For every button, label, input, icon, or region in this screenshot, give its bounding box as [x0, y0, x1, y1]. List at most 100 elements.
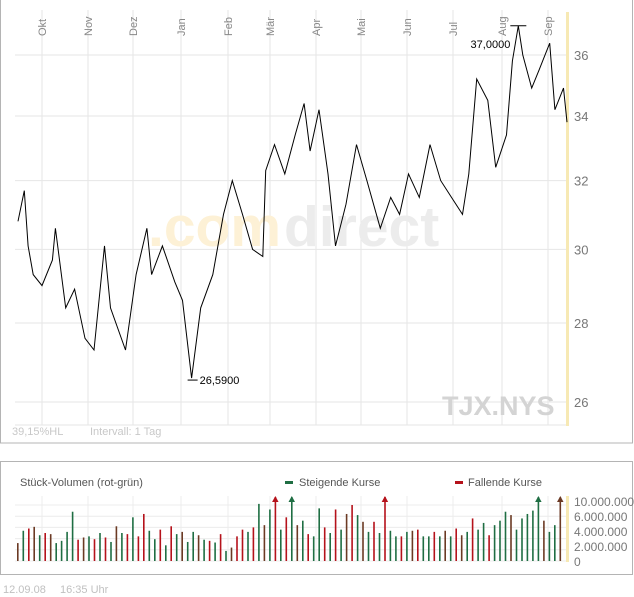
y-tick-label: 30 — [574, 242, 588, 257]
volume-bar — [219, 534, 222, 561]
volume-y-tick-label: 2.000.000 — [574, 540, 628, 554]
volume-bar — [466, 531, 468, 561]
volume-bar — [214, 542, 216, 561]
volume-bar — [60, 540, 63, 561]
volume-bar — [384, 497, 386, 561]
volume-bar — [55, 543, 57, 561]
volume-bar — [154, 539, 156, 561]
volume-bar — [225, 550, 227, 561]
volume-bar — [22, 530, 25, 561]
volume-bar — [406, 531, 408, 561]
x-tick-label-5: Mär — [265, 17, 277, 36]
annotations: 37,0000 26,5900 — [187, 25, 527, 387]
volume-bar — [115, 526, 118, 561]
watermark: .com direct — [148, 195, 439, 259]
volume-bar — [44, 533, 46, 561]
volume-bar — [515, 529, 518, 561]
volume-bar — [488, 535, 490, 561]
volume-bar — [126, 534, 129, 561]
volume-bar — [159, 529, 162, 561]
volume-bar — [307, 534, 309, 561]
legend-up-label: Steigende Kurse — [299, 477, 380, 489]
overflow-arrow-icon — [288, 496, 295, 502]
volume-bar — [38, 535, 41, 561]
volume-bar — [197, 535, 200, 561]
volume-bar — [285, 517, 288, 561]
high-label: 37,0000 — [471, 39, 511, 51]
volume-current-marker — [566, 496, 569, 562]
volume-bar — [181, 531, 183, 561]
x-tick-label-2: Dez — [128, 16, 140, 36]
volume-bar — [559, 497, 562, 561]
volume-bar — [148, 530, 151, 561]
y-tick-label: 28 — [574, 316, 588, 331]
volume-bar — [471, 518, 474, 561]
volume-bar — [241, 529, 244, 561]
volume-bar — [482, 522, 485, 561]
volume-bar — [49, 534, 52, 561]
volume-bar — [537, 497, 540, 561]
volume-bar — [477, 529, 479, 561]
x-tick-label-11: Sep — [543, 16, 555, 36]
volume-bar — [548, 531, 551, 561]
volume-bar — [77, 539, 79, 561]
volume-bar — [28, 528, 30, 561]
volume-bar — [504, 511, 507, 561]
x-tick-label-3: Jan — [176, 18, 188, 36]
volume-bar — [323, 527, 326, 561]
volume-bar — [99, 533, 101, 561]
volume-bar — [192, 531, 194, 561]
hl-percent: 39,15%HL — [12, 426, 63, 438]
volume-y-tick-label: 0 — [574, 555, 581, 569]
volume-bar — [82, 537, 85, 561]
y-tick-label: 26 — [574, 395, 588, 410]
volume-bar — [269, 509, 271, 561]
volume-panel-frame — [0, 461, 633, 575]
price-y-axis: 26 28 30 32 34 36 — [574, 48, 588, 410]
volume-bar — [329, 533, 331, 561]
volume-bar — [312, 536, 315, 561]
volume-bar — [66, 531, 68, 561]
volume-bar — [230, 547, 233, 561]
legend-up-swatch — [285, 481, 293, 484]
volume-bar — [499, 520, 501, 561]
volume-bar — [521, 518, 523, 561]
volume-bar — [247, 531, 249, 561]
x-tick-label-4: Feb — [223, 17, 235, 36]
volume-bar — [33, 526, 35, 561]
volume-bar — [378, 533, 381, 561]
volume-bar — [208, 540, 211, 561]
volume-bar — [444, 530, 446, 561]
volume-bar — [493, 525, 496, 561]
legend-down-label: Fallende Kurse — [468, 477, 542, 489]
volume-bar — [186, 541, 189, 561]
volume-bar — [526, 513, 529, 561]
x-tick-label-0: Okt — [37, 19, 49, 36]
price-line — [17, 25, 568, 379]
volume-y-tick-label: 4.000.000 — [574, 525, 628, 539]
volume-bar — [356, 515, 359, 561]
interval-label: Intervall: 1 Tag — [90, 426, 161, 438]
watermark-com: .com — [148, 195, 281, 259]
volume-bar — [203, 539, 205, 561]
volume-bar — [345, 513, 348, 561]
footer-time: 16:35 Uhr — [60, 584, 109, 596]
x-tick-label-7: Mai — [356, 18, 368, 36]
volume-bar — [460, 535, 463, 561]
volume-bar — [417, 529, 419, 561]
volume-bar — [510, 515, 512, 561]
volume-title: Stück-Volumen (rot-grün) — [20, 477, 143, 489]
volume-y-tick-label: 10.000.000 — [574, 495, 634, 509]
volume-bar — [302, 520, 304, 561]
volume-bar — [296, 525, 299, 561]
volume-bar — [422, 536, 425, 561]
volume-bar — [367, 531, 370, 561]
y-tick-label: 34 — [574, 109, 588, 124]
x-tick-label-1: Nov — [83, 16, 95, 36]
volume-bar — [395, 536, 397, 561]
x-tick-label-6: Apr — [311, 19, 323, 36]
volume-bar — [455, 528, 457, 561]
volume-bar — [351, 505, 353, 561]
